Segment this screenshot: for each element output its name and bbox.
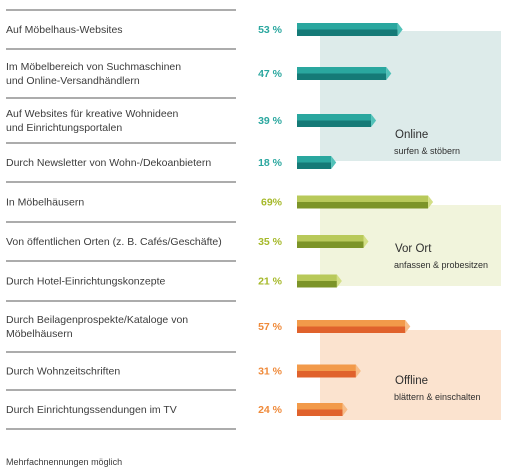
bar-tip bbox=[397, 23, 403, 36]
row-label-line: Von öffentlichen Orten (z. B. Cafés/Gesc… bbox=[6, 236, 222, 248]
bar-bottom bbox=[297, 29, 398, 36]
bar-top bbox=[297, 67, 387, 74]
bar bbox=[297, 235, 369, 248]
row-label-line: Durch Beilagenprospekte/Kataloge von bbox=[6, 314, 188, 326]
bar bbox=[297, 364, 361, 378]
bar-tip bbox=[342, 403, 348, 416]
value-label: 47 % bbox=[258, 68, 283, 80]
bar-bottom bbox=[297, 162, 332, 169]
bar bbox=[297, 23, 403, 36]
value-label: 18 % bbox=[258, 157, 283, 169]
group-title-offline: Offline bbox=[395, 375, 428, 387]
row-label: Auf Möbelhaus-Websites bbox=[6, 24, 123, 36]
panel-online bbox=[320, 31, 501, 161]
bar-row: Durch Einrichtungssendungen im TV 24 % bbox=[6, 403, 348, 416]
row-label-line: Durch Hotel-Einrichtungskonzepte bbox=[6, 276, 165, 288]
value-label: 39 % bbox=[258, 115, 283, 127]
bar bbox=[297, 67, 392, 80]
row-label-line: Durch Einrichtungssendungen im TV bbox=[6, 404, 177, 416]
bar bbox=[297, 114, 377, 127]
bar-top bbox=[297, 156, 332, 163]
group-subtitle-vor_ort: anfassen & probesitzen bbox=[394, 260, 488, 270]
row-label-line: Durch Wohnzeitschriften bbox=[6, 366, 120, 378]
data-rows: Auf Möbelhaus-Websites 53 % Im Möbelbereic… bbox=[6, 23, 434, 416]
value-label: 69% bbox=[261, 197, 283, 209]
row-label: Auf Websites für kreative Wohnideen und E… bbox=[6, 108, 179, 134]
row-label-line: Im Möbelbereich von Suchmaschinen bbox=[6, 61, 181, 73]
bar-top bbox=[297, 364, 356, 371]
group-title-online: Online bbox=[395, 129, 428, 141]
bar bbox=[297, 320, 411, 333]
row-label: In Möbelhäusern bbox=[6, 197, 84, 209]
group-labels: Online surfen & stöbern Vor Ort anfassen & … bbox=[394, 129, 488, 402]
bar-bottom bbox=[297, 120, 372, 127]
bar-top bbox=[297, 114, 372, 121]
row-label: Durch Einrichtungssendungen im TV bbox=[6, 404, 177, 416]
bar-row: In Möbelhäusern 69% bbox=[6, 195, 434, 209]
bar bbox=[297, 403, 348, 416]
bar-bottom bbox=[297, 241, 364, 248]
bar-tip bbox=[386, 67, 392, 80]
bar-row: Durch Wohnzeitschriften 31 % bbox=[6, 364, 361, 378]
row-label-line: Durch Newsletter von Wohn-/Dekoanbietern bbox=[6, 157, 211, 169]
bar-top bbox=[297, 235, 364, 242]
bar-top bbox=[297, 403, 343, 410]
bar-tip bbox=[428, 195, 434, 209]
group-subtitle-online: surfen & stöbern bbox=[394, 146, 460, 156]
row-label: Durch Newsletter von Wohn-/Dekoanbietern bbox=[6, 157, 211, 169]
value-label: 35 % bbox=[258, 236, 283, 248]
bar-bottom bbox=[297, 73, 387, 80]
bar-bottom bbox=[297, 371, 356, 378]
bar-row: Auf Websites für kreative Wohnideen und E… bbox=[6, 108, 377, 134]
row-label-line: und Einrichtungsportalen bbox=[6, 122, 122, 134]
row-label: Durch Wohnzeitschriften bbox=[6, 366, 120, 378]
value-label: 53 % bbox=[258, 24, 283, 36]
row-label: Im Möbelbereich von Suchmaschinen und Onl… bbox=[6, 61, 181, 87]
row-label-line: In Möbelhäusern bbox=[6, 197, 84, 209]
row-label: Durch Hotel-Einrichtungskonzepte bbox=[6, 276, 165, 288]
bar-top bbox=[297, 274, 337, 281]
row-label-line: Auf Websites für kreative Wohnideen bbox=[6, 108, 179, 120]
bar-tip bbox=[355, 364, 361, 378]
bar-tip bbox=[371, 114, 377, 127]
bar-tip bbox=[331, 156, 337, 169]
group-panels bbox=[320, 31, 501, 420]
row-label-line: Möbelhäusern bbox=[6, 328, 73, 340]
bar-tip bbox=[336, 274, 342, 288]
footnote: Mehrfachnennungen möglich bbox=[6, 457, 123, 467]
group-subtitle-offline: blättern & einschalten bbox=[394, 392, 481, 402]
bar-bottom bbox=[297, 281, 337, 288]
bar-row: Durch Hotel-Einrichtungskonzepte 21 % bbox=[6, 274, 342, 288]
bar-row: Durch Beilagenprospekte/Kataloge von Möbe… bbox=[6, 314, 411, 340]
bar-top bbox=[297, 195, 429, 202]
bar bbox=[297, 195, 434, 209]
row-label: Von öffentlichen Orten (z. B. Cafés/Gesc… bbox=[6, 236, 222, 248]
row-label-line: und Online-Versandhändlern bbox=[6, 75, 140, 87]
bar-row: Im Möbelbereich von Suchmaschinen und Onl… bbox=[6, 61, 392, 87]
group-title-vor_ort: Vor Ort bbox=[395, 243, 432, 255]
row-label-line: Auf Möbelhaus-Websites bbox=[6, 24, 123, 36]
bar-tip bbox=[405, 320, 411, 333]
row-separators bbox=[6, 9, 236, 430]
bar-bottom bbox=[297, 326, 406, 333]
bar-row: Von öffentlichen Orten (z. B. Cafés/Gesc… bbox=[6, 235, 369, 248]
value-label: 31 % bbox=[258, 366, 283, 378]
value-label: 57 % bbox=[258, 321, 283, 333]
bar-top bbox=[297, 320, 406, 327]
value-label: 24 % bbox=[258, 404, 283, 416]
bar-bottom bbox=[297, 409, 343, 416]
bar bbox=[297, 156, 337, 169]
bar-bottom bbox=[297, 202, 429, 209]
value-label: 21 % bbox=[258, 276, 283, 288]
bar bbox=[297, 274, 342, 288]
row-label: Durch Beilagenprospekte/Kataloge von Möbe… bbox=[6, 314, 188, 340]
bar-tip bbox=[363, 235, 369, 248]
bar-row: Auf Möbelhaus-Websites 53 % bbox=[6, 23, 403, 36]
bar-top bbox=[297, 23, 398, 30]
bar-row: Durch Newsletter von Wohn-/Dekoanbietern… bbox=[6, 156, 337, 169]
